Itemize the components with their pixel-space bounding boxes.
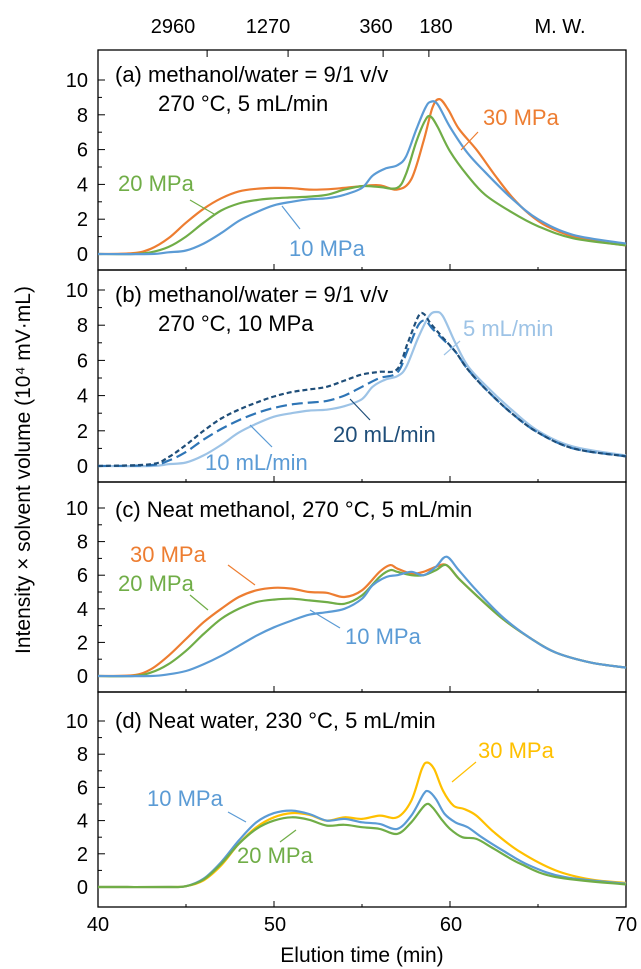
panel-d-label-20mpa: 20 MPa (237, 843, 314, 868)
panel-d-leader-10mpa (227, 811, 247, 823)
panel-b-label-20mlmin: 20 mL/min (333, 422, 436, 447)
panel-a: 0 2 4 6 8 10 (a) methanol/water = 9/1 v/v 270… (66, 49, 627, 271)
panel-d-leader-30mpa (451, 761, 477, 783)
panel-b-leader-10mlmin (249, 424, 273, 448)
y-tick-label: 4 (77, 599, 88, 621)
y-tick-label: 0 (77, 456, 88, 478)
y-tick-label: 6 (77, 140, 88, 162)
panel-c-label-30mpa: 30 MPa (130, 542, 207, 567)
mw-tick-2960: 2960 (151, 16, 196, 38)
panel-a-leader-10mpa (281, 205, 301, 230)
y-tick-label: 2 (77, 632, 88, 654)
x-tick-40: 40 (87, 914, 109, 936)
series-line-10-mpa (97, 789, 627, 889)
x-tick-50: 50 (264, 914, 286, 936)
y-tick-label: 0 (77, 244, 88, 266)
mw-axis-label: M. W. (534, 16, 585, 38)
x-tick-60: 60 (440, 914, 462, 936)
y-tick-label: 8 (77, 744, 88, 766)
y-tick-label: 8 (77, 532, 88, 554)
y-axis-title: Intensity × solvent volume (10⁴ mV·mL) (12, 286, 35, 654)
panel-d-leader-20mpa (279, 829, 297, 843)
panel-b-leader-20mlmin (349, 398, 371, 421)
y-tick-label: 6 (77, 777, 88, 799)
y-tick-label: 0 (77, 666, 88, 688)
series-line-20-mpa (97, 802, 627, 889)
y-tick-label: 10 (66, 711, 88, 733)
y-tick-label: 4 (77, 811, 88, 833)
top-mw-axis: 2960 1270 360 180 M. W. (151, 16, 586, 38)
panel-b-leader-5mlmin (443, 340, 461, 356)
panel-a-label-20mpa: 20 MPa (118, 171, 195, 196)
series-line-30-mpa (97, 761, 627, 889)
panel-b-label-5mlmin: 5 mL/min (463, 316, 553, 341)
y-tick-label: 8 (77, 105, 88, 127)
panel-b-subtitle: 270 °C, 10 MPa (158, 311, 314, 336)
mw-tick-360: 360 (359, 16, 392, 38)
series-line-5-ml-min (97, 310, 627, 468)
series-line-30-mpa (97, 98, 627, 256)
panel-d-label-30mpa: 30 MPa (478, 738, 555, 763)
panel-a-leader-20mpa (189, 199, 215, 215)
panel-c-leader-20mpa (189, 594, 209, 611)
series-line-10-mpa (97, 555, 627, 678)
y-tick-label: 4 (77, 174, 88, 196)
y-tick-label: 6 (77, 350, 88, 372)
panel-b: 0 2 4 6 8 10 (b) methanol/water = 9/1 v/v 270… (66, 269, 627, 483)
panel-b-title: (b) methanol/water = 9/1 v/v (115, 282, 388, 307)
y-tick-label: 6 (77, 565, 88, 587)
panel-b-label-10mlmin: 10 mL/min (205, 450, 308, 475)
panel-a-label-10mpa: 10 MPa (289, 236, 366, 261)
panel-c-label-20mpa: 20 MPa (118, 571, 195, 596)
panel-a-subtitle: 270 °C, 5 mL/min (158, 91, 328, 116)
panel-d-title: (d) Neat water, 230 °C, 5 mL/min (115, 708, 436, 733)
panel-c-leader-10mpa (309, 609, 341, 629)
x-axis-title: Elution time (min) (280, 944, 443, 967)
y-tick-label: 10 (66, 498, 88, 520)
panel-a-label-30mpa: 30 MPa (483, 105, 560, 130)
y-tick-label: 4 (77, 386, 88, 408)
panel-c-leader-30mpa (227, 564, 256, 586)
y-tick-label: 10 (66, 280, 88, 302)
y-tick-label: 2 (77, 421, 88, 443)
series-line-10-mpa (97, 100, 627, 256)
series-line-20-mpa (97, 563, 627, 678)
mw-tick-180: 180 (419, 16, 452, 38)
panel-d-label-10mpa: 10 MPa (147, 786, 224, 811)
panel-a-title: (a) methanol/water = 9/1 v/v (115, 62, 388, 87)
series-line-10-ml-min (97, 319, 627, 468)
y-tick-label: 0 (77, 877, 88, 899)
y-tick-label: 8 (77, 315, 88, 337)
panel-c-label-10mpa: 10 MPa (345, 624, 422, 649)
panel-a-leader-30mpa (460, 131, 479, 151)
y-tick-label: 2 (77, 844, 88, 866)
y-tick-label: 10 (66, 70, 88, 92)
mw-tick-1270: 1270 (246, 16, 291, 38)
panel-d: 0 2 4 6 8 10 (d) Neat water, 230 °C, 5 mL/min… (66, 691, 627, 908)
series-line-20-mpa (97, 114, 627, 256)
panel-c: 0 2 4 6 8 10 (c) Neat methanol, 270 °C, 5 mL/… (66, 481, 627, 693)
x-tick-70: 70 (615, 914, 637, 936)
panel-c-title: (c) Neat methanol, 270 °C, 5 mL/min (115, 497, 472, 522)
y-tick-label: 2 (77, 209, 88, 231)
